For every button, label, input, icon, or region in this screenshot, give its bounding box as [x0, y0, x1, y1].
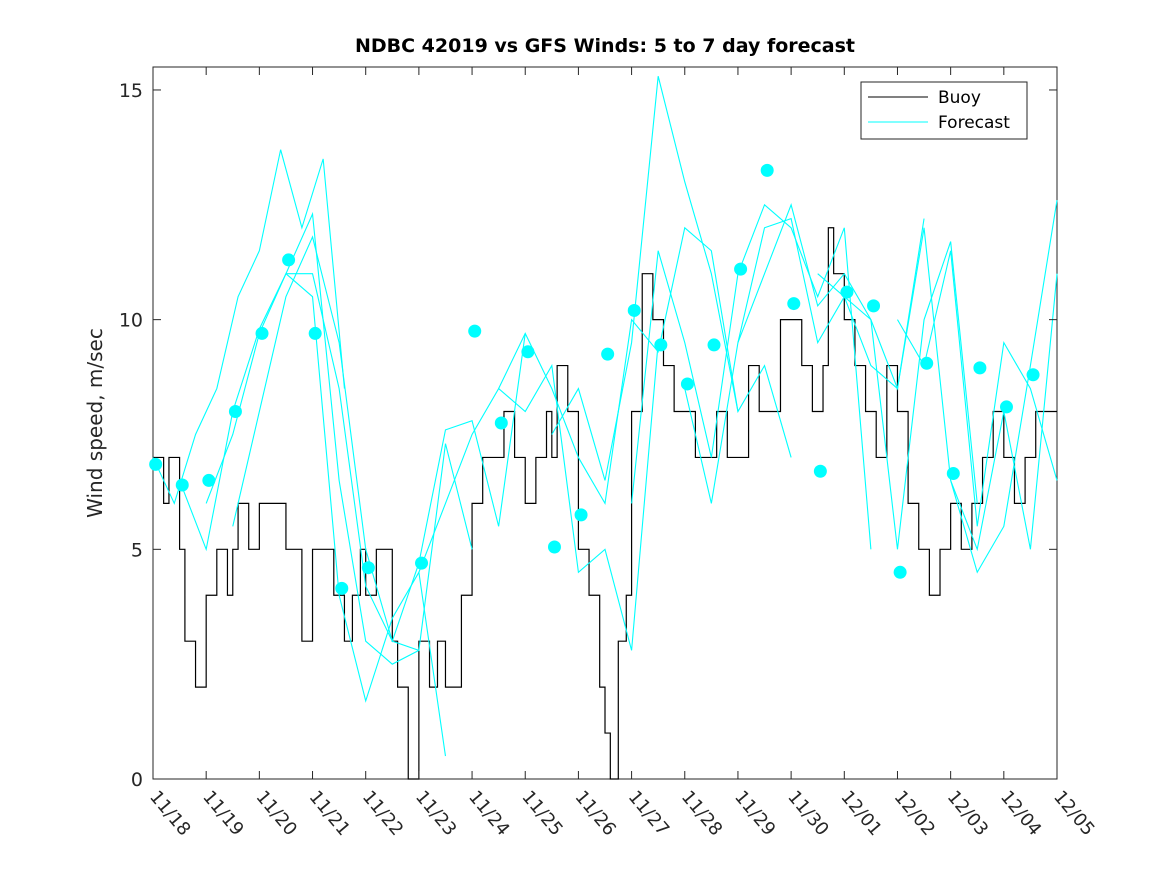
forecast-marker — [415, 556, 429, 570]
buoy-series-layer — [153, 227, 1057, 780]
forecast-line-10 — [684, 203, 925, 504]
forecast-marker — [999, 400, 1013, 414]
forecast-marker — [149, 457, 163, 471]
forecast-line-9 — [631, 203, 872, 550]
y-tick-label: 10 — [119, 310, 143, 332]
forecast-marker — [734, 262, 748, 276]
forecast-marker — [867, 299, 881, 313]
forecast-marker — [521, 345, 535, 359]
forecast-line-11 — [737, 217, 978, 550]
y-axis: 0 5 10 15 — [119, 80, 1057, 791]
forecast-marker — [707, 338, 721, 352]
forecast-marker — [973, 361, 987, 375]
forecast-marker — [627, 303, 641, 317]
chart-title: NDBC 42019 vs GFS Winds: 5 to 7 day fore… — [355, 35, 855, 57]
legend-forecast-label: Forecast — [938, 113, 1010, 133]
y-tick-label: 5 — [131, 539, 143, 561]
forecast-marker — [1026, 368, 1040, 382]
forecast-marker — [787, 297, 801, 311]
legend-box — [860, 81, 1028, 140]
forecast-marker — [335, 581, 349, 595]
forecast-marker — [813, 464, 827, 478]
forecast-marker — [547, 540, 561, 554]
forecast-marker — [228, 405, 242, 419]
forecast-marker — [282, 253, 296, 267]
y-axis-label: Wind speed, m/sec — [83, 328, 107, 518]
forecast-line-12 — [817, 200, 1058, 574]
forecast-marker — [601, 347, 615, 361]
forecast-markers-layer — [149, 163, 1040, 595]
forecast-line-8 — [551, 76, 792, 481]
plot-area — [152, 66, 1058, 780]
forecast-line-1 — [152, 149, 345, 505]
forecast-line-3 — [205, 272, 447, 757]
forecast-marker — [202, 473, 216, 487]
forecast-marker — [654, 338, 668, 352]
forecast-marker — [361, 561, 375, 575]
forecast-marker — [255, 326, 269, 340]
y-tick-label: 15 — [119, 80, 143, 102]
forecast-line-5 — [285, 273, 526, 643]
forecast-marker — [494, 416, 508, 430]
forecast-marker — [680, 377, 694, 391]
forecast-marker — [840, 285, 854, 299]
legend-buoy-label: Buoy — [938, 88, 981, 108]
forecast-line-2 — [179, 211, 420, 665]
buoy-series-line — [153, 227, 1057, 780]
forecast-marker — [308, 326, 322, 340]
forecast-marker — [468, 324, 482, 338]
forecast-line-4 — [232, 235, 473, 652]
forecast-marker — [574, 508, 588, 522]
y-tick-label: 0 — [131, 769, 143, 791]
legend: Buoy Forecast — [860, 81, 1028, 140]
forecast-marker — [175, 478, 189, 492]
forecast-marker — [920, 356, 934, 370]
forecast-marker — [893, 565, 907, 579]
forecast-marker — [946, 467, 960, 481]
forecast-line-6 — [418, 342, 659, 651]
forecast-marker — [760, 163, 774, 177]
